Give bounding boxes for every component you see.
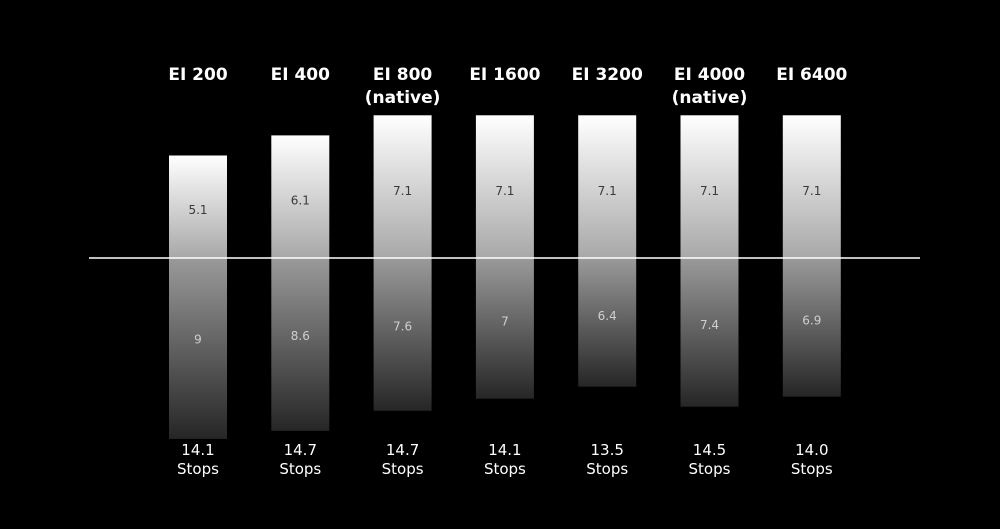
column-label-ei-3200: EI 3200 (572, 65, 643, 85)
value-label-above-ei-400: 6.1 (291, 193, 310, 207)
value-label-below-ei-200: 9 (194, 332, 202, 346)
bar-above-ei-200 (169, 155, 227, 258)
bar-above-ei-6400 (782, 115, 841, 258)
column-label-ei-200: EI 200 (168, 65, 228, 85)
column-label-ei-1600: EI 1600 (469, 65, 540, 85)
value-label-above-ei-3200: 7.1 (598, 184, 617, 198)
bar-above-ei-800 (373, 115, 432, 258)
total-stops-ei-4000: 14.5 Stops (689, 441, 731, 478)
column-label-ei-800: EI 800 (native) (365, 65, 441, 108)
total-stops-ei-6400: 14.0 Stops (791, 441, 833, 478)
bars-layer (169, 115, 841, 439)
value-label-above-ei-200: 5.1 (188, 203, 207, 217)
bar-below-ei-6400 (782, 258, 841, 397)
value-label-below-ei-400: 8.6 (291, 329, 310, 343)
bar-below-ei-1600 (475, 258, 534, 399)
value-label-below-ei-800: 7.6 (393, 320, 412, 334)
value-label-above-ei-800: 7.1 (393, 184, 412, 198)
value-label-above-ei-1600: 7.1 (495, 184, 514, 198)
total-stops-ei-1600: 14.1 Stops (484, 441, 526, 478)
total-stops-ei-400: 14.7 Stops (279, 441, 321, 478)
value-label-above-ei-4000: 7.1 (700, 184, 719, 198)
value-label-below-ei-4000: 7.4 (700, 318, 719, 332)
total-stops-ei-3200: 13.5 Stops (586, 441, 628, 478)
value-label-below-ei-1600: 7 (501, 314, 509, 328)
value-label-below-ei-6400: 6.9 (802, 313, 821, 327)
bar-below-ei-3200 (578, 258, 637, 387)
total-stops-ei-200: 14.1 Stops (177, 441, 219, 478)
bar-above-ei-400 (271, 135, 330, 258)
column-label-ei-400: EI 400 (271, 65, 331, 85)
total-stops-ei-800: 14.7 Stops (382, 441, 424, 478)
value-label-below-ei-3200: 6.4 (598, 309, 617, 323)
bar-below-ei-400 (271, 258, 330, 431)
column-label-ei-4000: EI 4000 (native) (672, 65, 748, 108)
bar-below-ei-4000 (680, 258, 739, 407)
bar-above-ei-3200 (578, 115, 637, 258)
bar-below-ei-800 (373, 258, 432, 411)
column-label-ei-6400: EI 6400 (776, 65, 847, 85)
value-label-above-ei-6400: 7.1 (802, 184, 821, 198)
bar-below-ei-200 (169, 258, 227, 439)
bar-above-ei-1600 (475, 115, 534, 258)
labels-layer: EI 200 5.1 9 14.1 Stops EI 400 6.1 8.6 14.7 Stops… (168, 65, 847, 478)
bar-above-ei-4000 (680, 115, 739, 258)
